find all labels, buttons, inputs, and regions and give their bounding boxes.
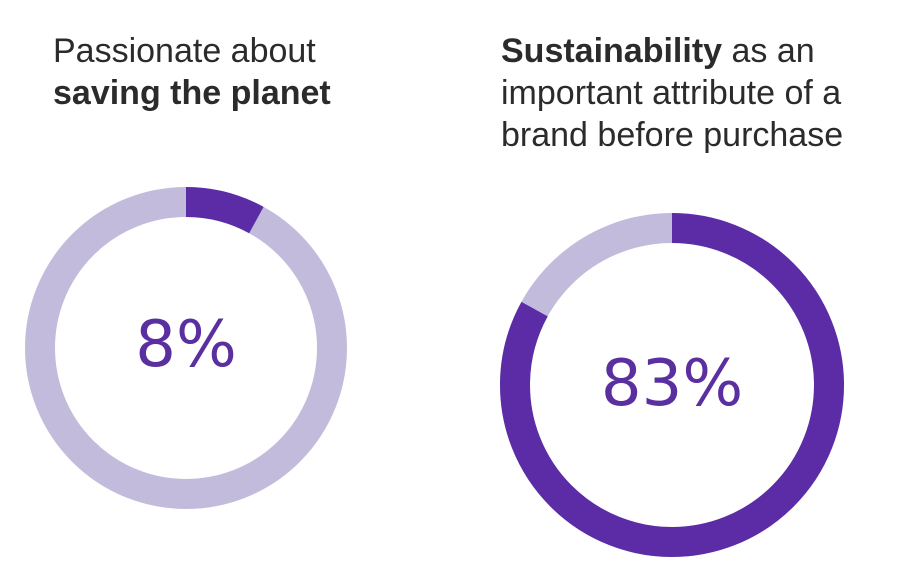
right-caption-text-4: brand before purchase bbox=[501, 116, 844, 154]
left-caption-text-2: saving the planet bbox=[53, 74, 331, 112]
right-caption-text-1: Sustainability bbox=[501, 32, 723, 70]
left-caption-line-1: Passionate about bbox=[53, 30, 331, 72]
right-caption-line-3: brand before purchase bbox=[501, 114, 843, 156]
left-caption-line-2: saving the planet bbox=[53, 72, 331, 114]
right-donut-value-label: 83% bbox=[601, 347, 743, 421]
right-caption-line-2: important attribute of a bbox=[501, 72, 843, 114]
left-caption-text-1: Passionate about bbox=[53, 32, 316, 70]
right-chart-caption: Sustainability as an important attribute… bbox=[501, 30, 843, 156]
right-caption-line-1: Sustainability as an bbox=[501, 30, 843, 72]
left-donut-value-arc bbox=[25, 187, 347, 509]
left-chart-caption: Passionate about saving the planet bbox=[53, 30, 331, 114]
right-caption-text-3: important attribute of a bbox=[501, 74, 842, 112]
right-donut-value-arc bbox=[500, 213, 844, 557]
right-caption-text-2: as an bbox=[722, 32, 815, 70]
left-donut-value-label: 8% bbox=[135, 308, 237, 382]
